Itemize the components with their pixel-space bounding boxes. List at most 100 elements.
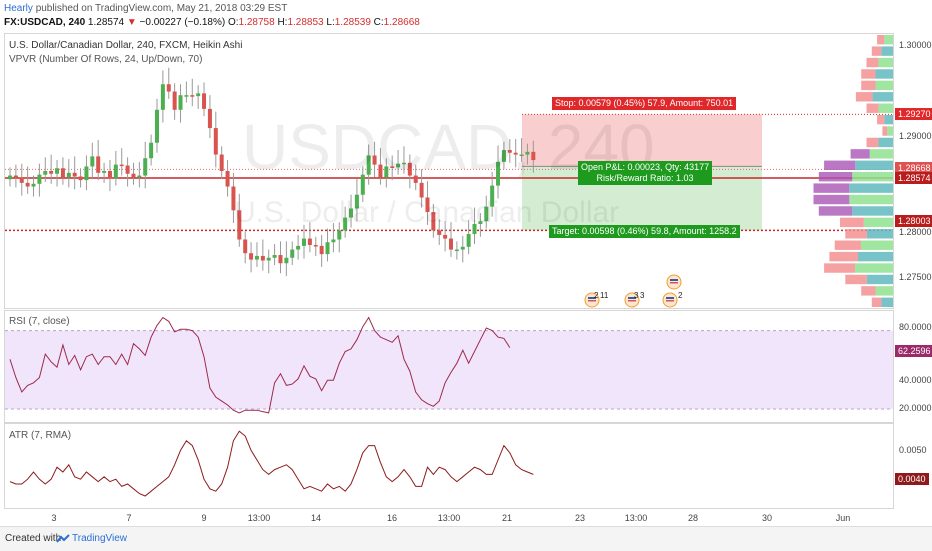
rsi-y-tick: 20.0000: [899, 403, 932, 413]
candle-body: [184, 95, 189, 97]
volume-profile-down: [850, 149, 870, 159]
candle-body: [372, 155, 377, 165]
candle-body: [443, 234, 448, 239]
x-tick: 13:00: [247, 513, 271, 523]
candle-body: [431, 212, 436, 231]
risk-reward-line: Risk/Reward Ratio: 1.03: [596, 173, 694, 183]
candle-body: [307, 238, 312, 245]
author-link[interactable]: Hearly: [4, 3, 33, 14]
flag-icon: [666, 274, 682, 290]
rsi-title[interactable]: RSI (7, close): [9, 316, 70, 327]
volume-profile-down: [861, 80, 876, 91]
volume-profile-up: [878, 103, 893, 113]
candle-body: [296, 245, 301, 250]
candle-body: [472, 223, 477, 235]
candle-body: [66, 172, 71, 178]
volume-profile-up: [866, 274, 893, 285]
volume-profile-up: [878, 137, 893, 148]
rsi-chart[interactable]: [5, 311, 893, 422]
open-label: O:: [227, 17, 239, 28]
event-marker[interactable]: [666, 274, 682, 295]
volume-profile-up: [855, 263, 893, 273]
flag-icon: [662, 292, 678, 308]
event-marker[interactable]: [584, 292, 600, 313]
candle-body: [72, 172, 77, 177]
candle-body: [90, 156, 95, 167]
candle-body: [354, 194, 359, 209]
volume-profile-down: [834, 240, 861, 250]
rsi-panel[interactable]: [4, 310, 894, 423]
x-tick: 28: [687, 513, 699, 523]
symbol-label[interactable]: FX:USDCAD, 240: [4, 17, 86, 28]
volume-profile-down: [845, 274, 867, 285]
candle-body: [260, 255, 265, 261]
volume-profile-down: [824, 160, 856, 170]
vpvr-label[interactable]: VPVR (Number Of Rows, 24, Up/Down, 70): [9, 54, 203, 65]
candle-body: [190, 95, 195, 97]
candle-body: [343, 217, 348, 231]
candle-body: [213, 128, 218, 155]
x-tick: 23: [574, 513, 586, 523]
volume-profile-down: [818, 172, 853, 182]
last-price-badge: 1.28574: [895, 172, 932, 184]
event-marker[interactable]: [624, 292, 640, 313]
low-value: 1.28539: [334, 17, 371, 28]
candle-body: [254, 255, 259, 260]
atr-title[interactable]: ATR (7, RMA): [9, 430, 72, 441]
candle-body: [449, 238, 453, 250]
candle-body: [349, 208, 354, 218]
volume-profile-down: [877, 35, 885, 45]
candle-body: [413, 175, 418, 183]
volume-profile-down: [866, 57, 879, 68]
atr-panel[interactable]: [4, 423, 894, 509]
candle-body: [166, 84, 171, 92]
event-marker[interactable]: [662, 292, 678, 313]
volume-profile-up: [881, 297, 893, 307]
candle-body: [302, 238, 306, 246]
atr-chart[interactable]: [5, 424, 893, 508]
x-tick: 30: [761, 513, 773, 523]
target-label[interactable]: Target: 0.00598 (0.46%) 59.8, Amount: 12…: [549, 225, 740, 238]
close-label: C:: [373, 17, 384, 28]
candle-body: [202, 93, 207, 109]
volume-profile-down: [824, 263, 856, 273]
volume-profile-down: [877, 114, 885, 125]
candle-body: [496, 161, 501, 186]
pnl-line: Open P&L: 0.00023, Qty: 43177: [581, 162, 710, 172]
event-count: 11: [600, 291, 609, 300]
candle-body: [337, 230, 342, 240]
flag-icon: [624, 292, 640, 308]
publish-header: Hearly published on TradingView.com, May…: [4, 3, 287, 14]
candle-body: [278, 255, 283, 264]
candle-body: [490, 185, 495, 207]
footer: Created with TradingView: [0, 526, 932, 551]
rsi-line: [9, 316, 511, 414]
candle-body: [319, 245, 324, 255]
volume-profile-up: [852, 206, 893, 216]
candle-body: [96, 156, 101, 173]
price-panel[interactable]: [4, 33, 894, 309]
volume-profile-down: [829, 251, 859, 262]
candle-body: [31, 183, 36, 187]
candle-body: [137, 175, 142, 178]
x-tick: 13:00: [624, 513, 648, 523]
chart-title: U.S. Dollar/Canadian Dollar, 240, FXCM, …: [9, 40, 243, 51]
candle-body: [525, 151, 530, 155]
candle-body: [266, 257, 271, 261]
volume-profile-down: [866, 103, 879, 113]
volume-profile-down: [840, 217, 864, 228]
stop-label[interactable]: Stop: 0.00579 (0.45%) 57.9, Amount: 750.…: [552, 97, 737, 110]
candle-body: [243, 239, 248, 254]
candle-body: [160, 84, 165, 110]
candle-body: [155, 109, 159, 143]
event-count: 3: [634, 291, 639, 300]
tradingview-link[interactable]: TradingView: [72, 533, 128, 544]
candle-body: [360, 174, 365, 195]
volume-profile-down: [813, 194, 850, 205]
volume-profile-down: [882, 126, 888, 136]
candle-body: [290, 249, 295, 258]
publish-info: published on TradingView.com, May 21, 20…: [35, 3, 288, 14]
pnl-box[interactable]: Open P&L: 0.00023, Qty: 43177 Risk/Rewar…: [578, 161, 713, 185]
volume-profile-up: [875, 69, 893, 79]
candle-body: [225, 171, 230, 187]
